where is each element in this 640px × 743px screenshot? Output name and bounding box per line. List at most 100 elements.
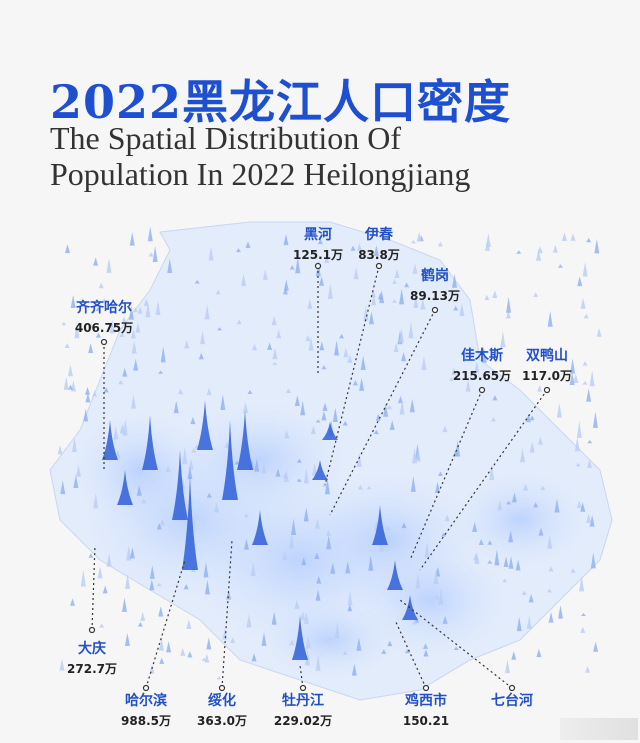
density-spike-small (119, 423, 125, 434)
density-spike-small (590, 552, 596, 569)
density-spike-small (312, 463, 318, 476)
density-spike-small (119, 332, 125, 337)
density-spike-small (580, 613, 586, 617)
density-spike-small (121, 316, 127, 324)
density-spike-small (121, 597, 127, 612)
density-spike-small (404, 282, 410, 288)
density-spike-small (271, 611, 277, 625)
density-spike-small (437, 471, 443, 476)
density-spike-small (478, 539, 484, 545)
density-spike-small (523, 483, 529, 491)
density-spike-small (160, 346, 166, 363)
density-spike-small (515, 559, 521, 571)
title-english: The Spatial Distribution Of Population I… (50, 120, 470, 192)
density-spike-small (408, 321, 414, 339)
leader-line (419, 389, 548, 571)
density-spike-small (188, 458, 194, 470)
density-spike-small (444, 514, 450, 522)
density-spike-small (95, 306, 101, 312)
density-spike-major (292, 615, 308, 660)
density-spike-small (521, 590, 527, 595)
density-spike-small (529, 415, 535, 421)
density-spike-small (580, 297, 586, 309)
city-label-suihua: 绥化 363.0万 (197, 693, 247, 729)
density-spike-small (415, 449, 421, 462)
density-spike-small (283, 233, 289, 246)
density-spike-small (152, 245, 158, 263)
leader-dot (142, 684, 150, 692)
density-spike-small (283, 279, 289, 291)
density-spike-small (356, 453, 362, 467)
city-population: 83.8万 (358, 248, 400, 262)
density-spike-small (303, 467, 309, 484)
density-spike-small (93, 257, 99, 266)
density-spike-small (314, 552, 320, 560)
density-spike-small (289, 534, 295, 549)
density-spike-small (137, 306, 143, 314)
density-spike-small (438, 588, 444, 605)
city-population: 272.7万 (67, 662, 117, 676)
density-spike-small (350, 245, 356, 251)
density-spike-small (366, 486, 372, 490)
density-spike-small (552, 244, 558, 253)
density-spike-small (589, 515, 595, 527)
density-spike-small (73, 475, 79, 489)
city-population: 363.0万 (197, 714, 247, 728)
density-spike-small (208, 246, 214, 261)
density-spike-small (322, 402, 328, 411)
density-spike-small (286, 388, 292, 393)
city-label-hegang: 鹤岗 89.13万 (410, 268, 460, 304)
density-spike-small (332, 407, 338, 422)
density-spike-small (271, 316, 277, 326)
density-spike-major (117, 470, 133, 505)
density-spike-small (206, 387, 212, 396)
city-name: 伊春 (364, 227, 393, 243)
density-spike-small (371, 295, 377, 306)
density-spike-small (579, 575, 585, 592)
density-haze-blob (260, 600, 400, 680)
density-spike-small (399, 288, 405, 305)
density-spike-small (381, 649, 387, 654)
density-spike-small (500, 330, 506, 348)
density-spike-small (576, 421, 582, 438)
density-spike-small (159, 518, 165, 526)
density-spike-small (315, 655, 321, 671)
density-spike-small (129, 547, 135, 559)
density-spike-small (389, 420, 395, 430)
density-spike-small (356, 637, 362, 651)
density-spike-small (593, 641, 599, 652)
density-spike-small (204, 653, 210, 663)
density-spike-small (589, 370, 595, 387)
city-name: 鸡西市 (405, 693, 447, 709)
density-spike-small (537, 436, 543, 445)
density-spike-small (301, 557, 307, 566)
density-spike-small (409, 398, 415, 413)
density-spike-small (252, 343, 258, 351)
density-spike-small (394, 269, 400, 278)
density-spike-small (384, 525, 390, 531)
density-spike-small (203, 562, 209, 578)
density-spike-small (503, 556, 509, 567)
density-spike-small (347, 604, 353, 612)
density-spike-small (453, 646, 459, 650)
density-spike-small (437, 241, 443, 247)
density-spike-small (300, 610, 306, 621)
city-label-yichun: 伊春 83.8万 (358, 227, 400, 263)
leader-dot (478, 386, 486, 394)
leader-dot (543, 386, 551, 394)
density-spike-small (356, 243, 362, 251)
density-spike-small (455, 440, 461, 457)
title-chinese: 2022黑龙江人口密度 (50, 75, 512, 129)
density-haze-blob (70, 410, 210, 530)
density-haze-blob (170, 400, 350, 520)
density-spike-small (316, 575, 322, 584)
density-spike-small (296, 478, 302, 482)
density-spike-small (300, 400, 306, 416)
density-spike-small (93, 493, 99, 509)
density-spike-small (173, 400, 179, 414)
density-spike-small (558, 605, 563, 619)
density-spike-small (282, 471, 288, 479)
leader-line (299, 664, 304, 689)
density-spike-small (511, 492, 517, 503)
